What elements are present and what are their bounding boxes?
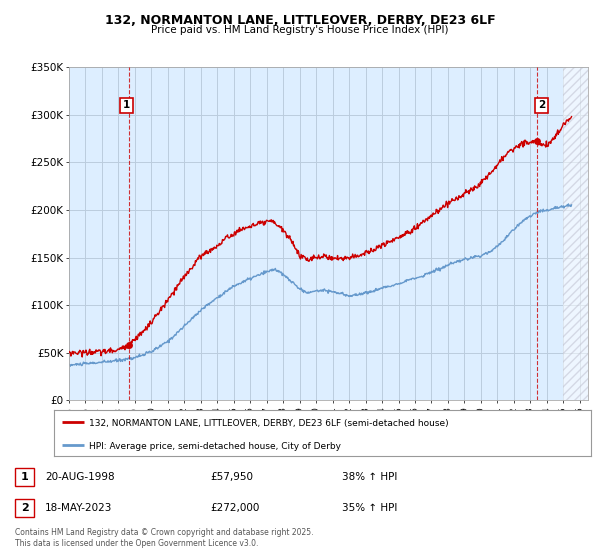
- Text: Contains HM Land Registry data © Crown copyright and database right 2025.
This d: Contains HM Land Registry data © Crown c…: [15, 528, 314, 548]
- Text: 132, NORMANTON LANE, LITTLEOVER, DERBY, DE23 6LF (semi-detached house): 132, NORMANTON LANE, LITTLEOVER, DERBY, …: [89, 419, 449, 428]
- Text: 2: 2: [538, 100, 545, 110]
- Text: £272,000: £272,000: [210, 503, 259, 513]
- Text: 38% ↑ HPI: 38% ↑ HPI: [342, 472, 397, 482]
- Text: 35% ↑ HPI: 35% ↑ HPI: [342, 503, 397, 513]
- Text: 20-AUG-1998: 20-AUG-1998: [45, 472, 115, 482]
- Text: 1: 1: [123, 100, 130, 110]
- Text: 18-MAY-2023: 18-MAY-2023: [45, 503, 112, 513]
- Text: Price paid vs. HM Land Registry's House Price Index (HPI): Price paid vs. HM Land Registry's House …: [151, 25, 449, 35]
- Text: 1: 1: [21, 472, 28, 482]
- Text: 132, NORMANTON LANE, LITTLEOVER, DERBY, DE23 6LF: 132, NORMANTON LANE, LITTLEOVER, DERBY, …: [104, 14, 496, 27]
- Text: 2: 2: [21, 503, 28, 513]
- Bar: [563, 67, 588, 400]
- Text: HPI: Average price, semi-detached house, City of Derby: HPI: Average price, semi-detached house,…: [89, 442, 341, 451]
- Text: £57,950: £57,950: [210, 472, 253, 482]
